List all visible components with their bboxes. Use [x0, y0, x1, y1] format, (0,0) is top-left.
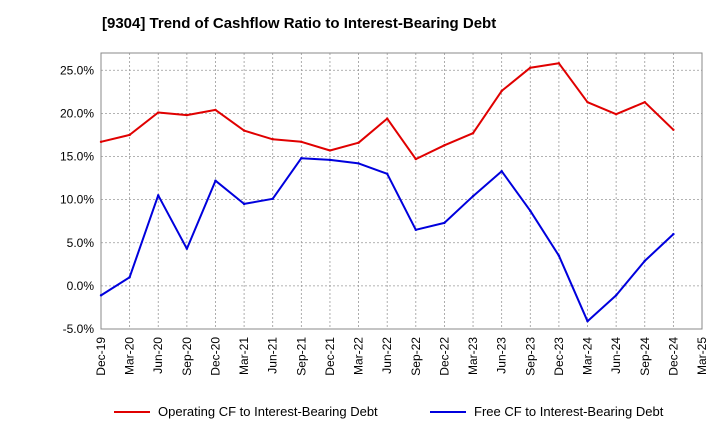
data-point-free-cf: [529, 209, 532, 213]
data-point-free-cf: [242, 202, 246, 206]
legend-label-free-cf: Free CF to Interest-Bearing Debt: [474, 404, 664, 419]
y-tick-labels: -5.0% 0.0% 5.0% 10.0% 15.0% 20.0% 25.0%: [60, 63, 94, 336]
x-tick-label: Mar-22: [352, 337, 366, 375]
y-tick-label: -5.0%: [63, 322, 95, 336]
data-point-free-cf: [672, 232, 675, 236]
data-point-free-cf: [185, 247, 189, 250]
data-point-free-cf: [128, 276, 131, 279]
data-point-operating-cf: [672, 128, 675, 131]
data-point-operating-cf: [586, 100, 589, 104]
legend-item-operating-cf: Operating CF to Interest-Bearing Debt: [114, 404, 378, 419]
data-point-operating-cf: [557, 62, 561, 65]
x-tick-label: Mar-23: [466, 337, 480, 375]
data-point-operating-cf: [157, 111, 160, 114]
x-tick-label: Dec-21: [323, 337, 337, 376]
x-tick-label: Sep-22: [409, 337, 423, 376]
legend-swatch-free-cf: [430, 410, 466, 413]
data-point-operating-cf: [414, 157, 418, 161]
y-tick-label: 20.0%: [60, 106, 94, 120]
x-tick-label: Mar-21: [237, 337, 251, 375]
chart-title: [9304] Trend of Cashflow Ratio to Intere…: [102, 15, 497, 32]
data-point-free-cf: [586, 320, 589, 323]
plot-frame: [100, 52, 703, 330]
x-tick-label: Dec-24: [666, 337, 680, 376]
x-tick-label: Jun-23: [495, 337, 509, 374]
x-tick-label: Mar-20: [123, 337, 137, 375]
data-point-free-cf: [328, 158, 332, 162]
x-tick-label: Sep-23: [523, 337, 537, 376]
data-point-operating-cf: [357, 141, 360, 144]
y-tick-label: 5.0%: [67, 236, 95, 250]
x-tick-label: Sep-20: [180, 337, 194, 376]
x-tick-label: Dec-23: [552, 337, 566, 376]
data-point-operating-cf: [185, 113, 189, 117]
data-point-operating-cf: [614, 113, 618, 116]
x-tick-label: Mar-25: [695, 337, 709, 375]
data-point-operating-cf: [271, 138, 274, 141]
data-point-free-cf: [414, 228, 418, 232]
data-point-operating-cf: [214, 108, 217, 112]
x-tick-label: Sep-21: [294, 337, 308, 376]
data-point-free-cf: [385, 172, 389, 175]
x-tick-label: Sep-24: [638, 337, 652, 376]
data-point-free-cf: [443, 221, 446, 225]
data-point-free-cf: [614, 294, 618, 297]
data-point-operating-cf: [643, 100, 646, 104]
x-tick-label: Dec-19: [94, 337, 108, 376]
data-point-operating-cf: [99, 140, 103, 144]
y-tick-label: 25.0%: [60, 63, 94, 77]
x-tick-label: Dec-20: [208, 337, 222, 376]
data-point-free-cf: [271, 197, 274, 200]
legend-item-free-cf: Free CF to Interest-Bearing Debt: [430, 404, 663, 419]
data-point-operating-cf: [242, 129, 246, 132]
x-tick-label: Jun-20: [151, 337, 165, 374]
y-tick-label: 10.0%: [60, 193, 94, 207]
data-point-operating-cf: [529, 66, 532, 69]
x-tick-label: Jun-24: [609, 337, 623, 374]
x-tick-label: Mar-24: [581, 337, 595, 375]
data-point-operating-cf: [128, 133, 131, 137]
data-point-free-cf: [157, 194, 160, 197]
data-point-free-cf: [300, 157, 303, 160]
data-point-operating-cf: [300, 140, 303, 144]
x-tick-labels: Dec-19 Mar-20 Jun-20 Sep-20 Dec-20 Mar-21 Jun-…: [94, 337, 709, 376]
data-point-operating-cf: [443, 144, 446, 147]
y-tick-label: 0.0%: [67, 279, 95, 293]
data-point-free-cf: [557, 254, 561, 257]
data-point-free-cf: [214, 179, 217, 182]
x-tick-label: Jun-22: [380, 337, 394, 374]
data-point-free-cf: [357, 162, 360, 165]
y-tick-label: 15.0%: [60, 150, 94, 164]
data-point-free-cf: [643, 259, 646, 263]
data-point-free-cf: [500, 169, 503, 173]
data-point-free-cf: [99, 294, 103, 297]
gridlines: [100, 53, 703, 330]
legend-swatch-operating-cf: [114, 410, 150, 413]
series-lines: [99, 62, 675, 323]
data-point-operating-cf: [471, 132, 475, 135]
data-point-operating-cf: [328, 149, 332, 152]
data-point-operating-cf: [385, 117, 389, 120]
legend-label-operating-cf: Operating CF to Interest-Bearing Debt: [158, 404, 378, 419]
x-tick-label: Dec-22: [437, 337, 451, 376]
x-tick-label: Jun-21: [266, 337, 280, 374]
data-point-operating-cf: [500, 89, 503, 93]
data-point-free-cf: [471, 194, 475, 198]
